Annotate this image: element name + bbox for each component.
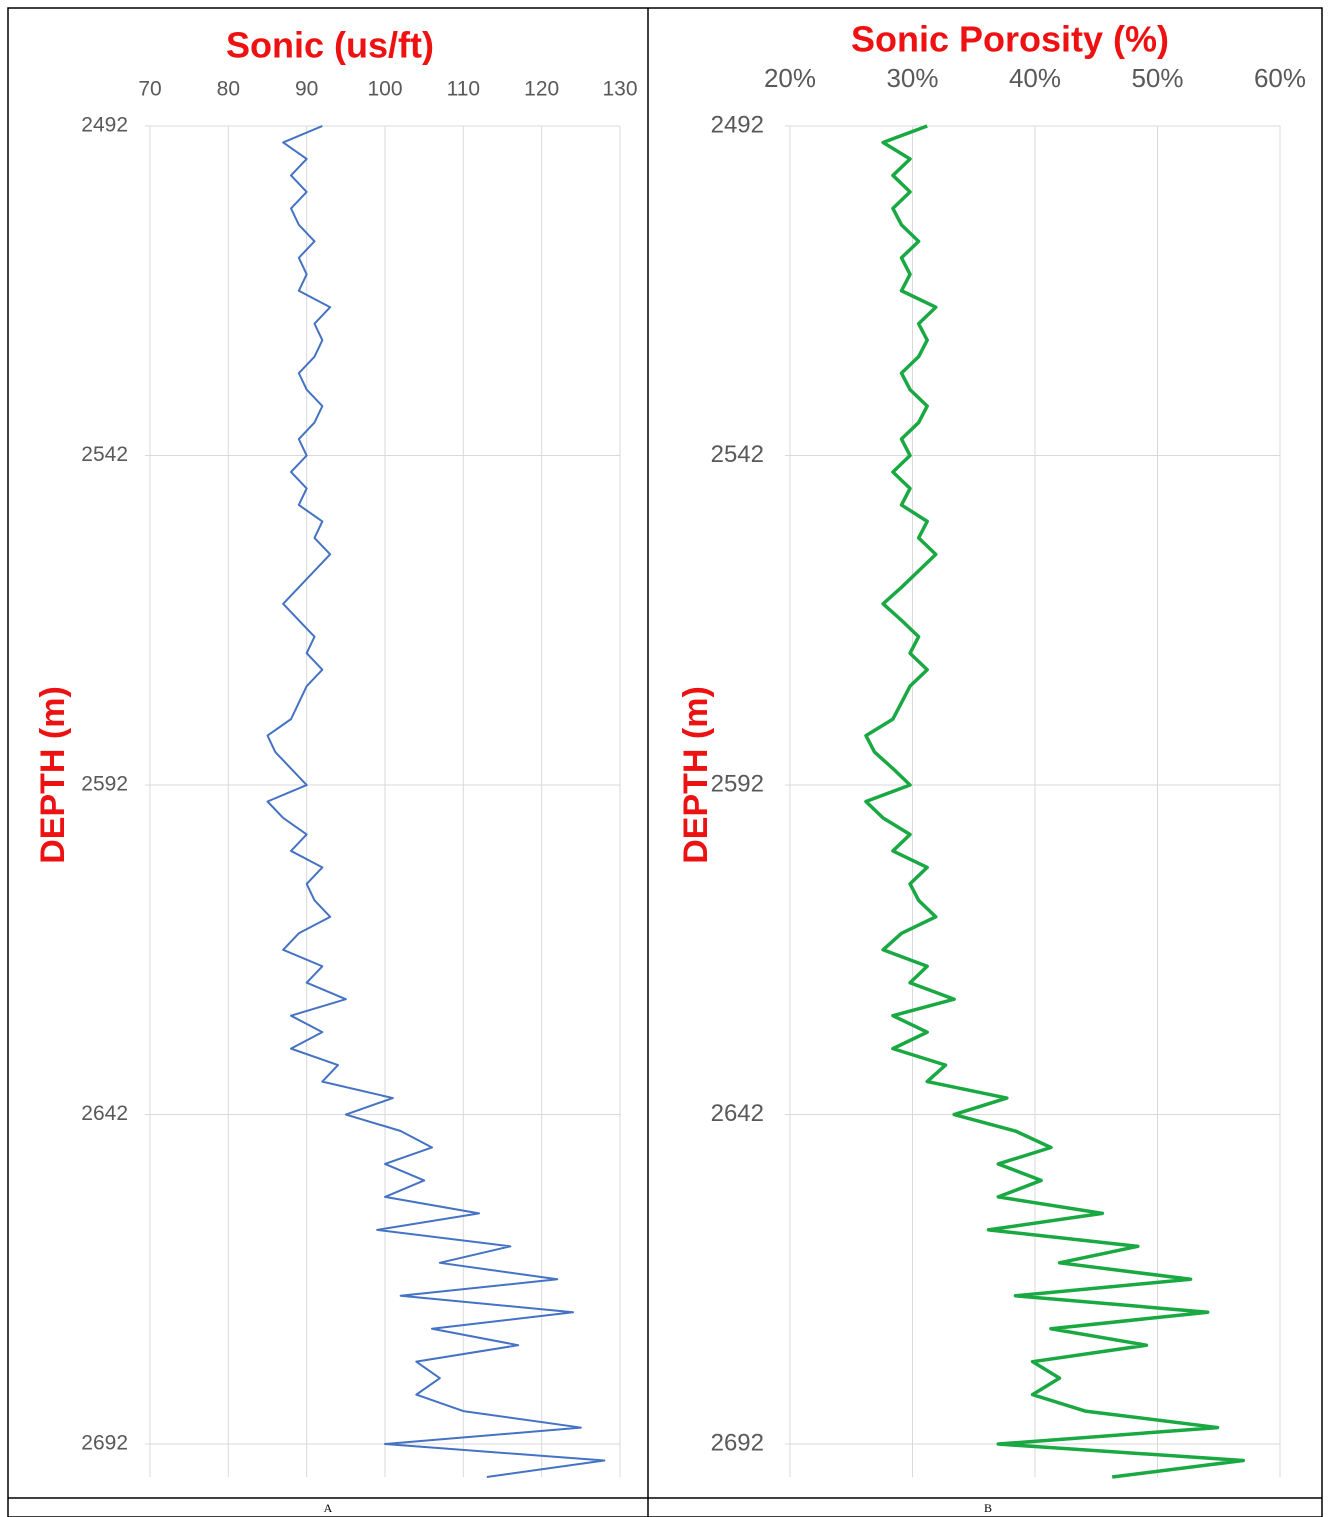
x-tick-label: 30% <box>886 63 938 93</box>
chart-title: Sonic Porosity (%) <box>851 19 1169 60</box>
y-tick-label: 2592 <box>711 770 764 797</box>
x-tick-label: 70 <box>138 78 161 101</box>
y-tick-label: 2592 <box>81 773 128 796</box>
y-tick-label: 2642 <box>81 1102 128 1125</box>
y-axis-title: DEPTH (m) <box>677 686 715 864</box>
x-tick-label: 130 <box>602 78 637 101</box>
x-tick-label: 110 <box>447 78 480 101</box>
y-tick-label: 2692 <box>81 1432 128 1455</box>
x-tick-label: 50% <box>1131 63 1183 93</box>
x-tick-label: 40% <box>1009 63 1061 93</box>
y-tick-label: 2542 <box>711 441 764 468</box>
log-curve <box>864 124 1245 1479</box>
y-tick-label: 2692 <box>711 1429 764 1456</box>
x-tick-label: 80 <box>217 78 240 101</box>
log-curve <box>266 125 606 1478</box>
x-tick-label: 90 <box>295 78 318 101</box>
x-tick-label: 120 <box>524 78 559 101</box>
x-tick-label: 100 <box>367 78 402 101</box>
y-axis-title: DEPTH (m) <box>34 686 72 864</box>
x-tick-label: 60% <box>1254 63 1306 93</box>
y-tick-label: 2642 <box>711 1100 764 1127</box>
y-tick-label: 2492 <box>711 111 764 138</box>
frame <box>7 7 1323 1517</box>
chart-title: Sonic (us/ft) <box>226 25 434 66</box>
panel-caption: B <box>984 1501 992 1515</box>
panel-caption: A <box>324 1501 333 1515</box>
y-tick-label: 2542 <box>81 443 128 466</box>
y-tick-label: 2492 <box>81 114 128 137</box>
x-tick-label: 20% <box>764 63 816 93</box>
